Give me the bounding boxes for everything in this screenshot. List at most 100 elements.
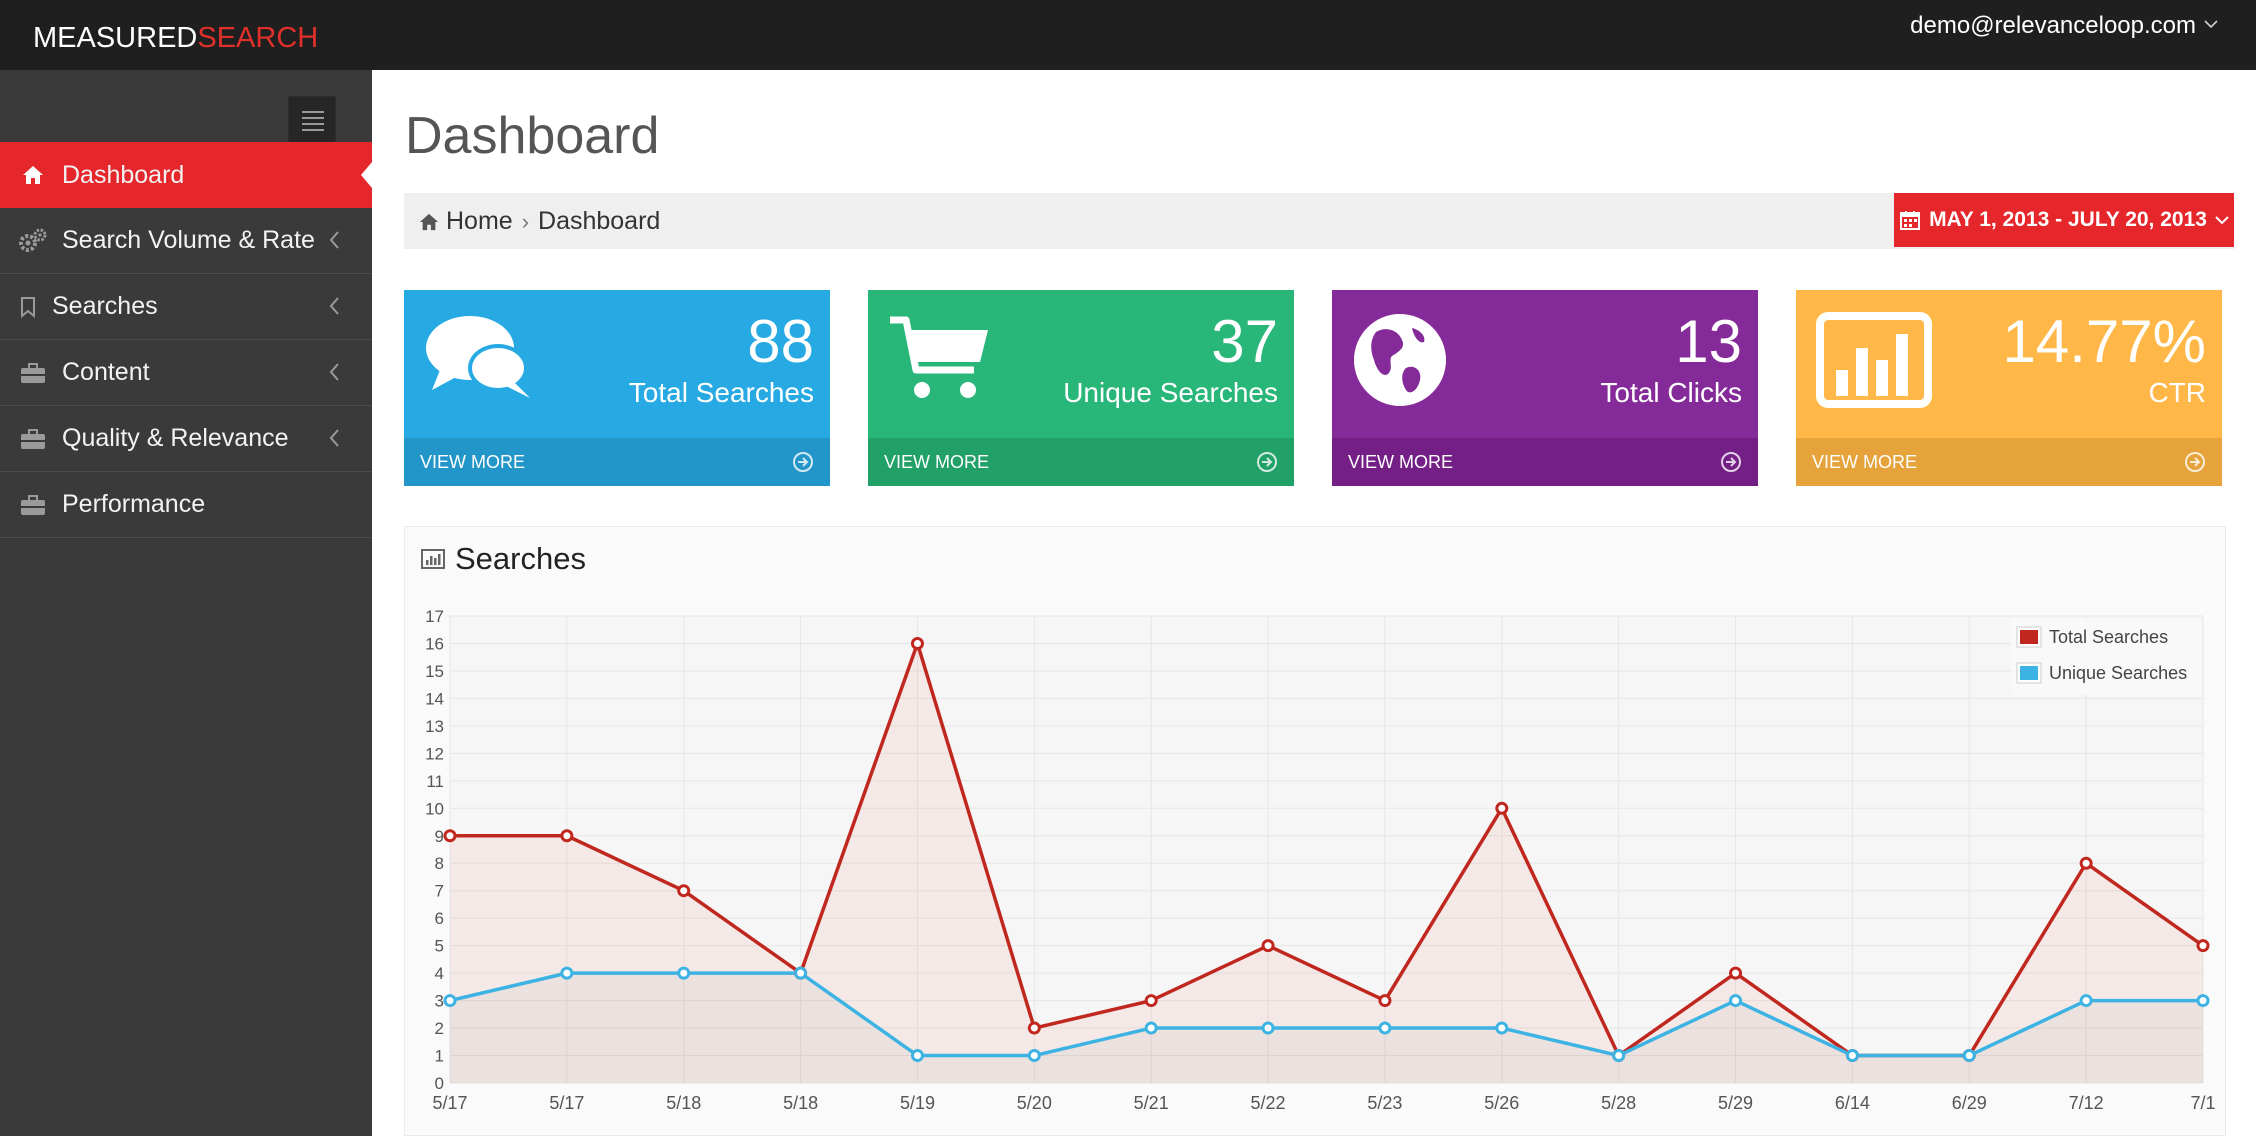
data-point [1729,966,1743,980]
y-tick-label: 11 [426,772,444,791]
y-tick-label: 14 [425,689,444,708]
breadcrumb-separator: › [521,208,530,234]
brand-logo[interactable]: MEASUREDSEARCH [33,22,318,55]
briefcase-icon [0,428,62,450]
series-area [450,643,2203,1083]
data-point [1144,1021,1158,1035]
y-tick-label: 13 [425,717,444,736]
tile-label: Unique Searches [1063,377,1278,408]
data-point [677,884,691,898]
circle-arrow-right-icon [1257,452,1277,472]
comments-icon [426,316,530,398]
sidebar-item-search-volume[interactable]: Search Volume & Rate [0,208,372,274]
sidebar-item-content[interactable]: Content [0,340,372,406]
sidebar-item-searches[interactable]: Searches [0,274,372,340]
data-point [677,966,691,980]
view-more-link[interactable]: VIEW MORE [1796,438,2222,486]
data-point [1378,1021,1392,1035]
date-range-picker[interactable]: MAY 1, 2013 - JULY 20, 2013 [1894,193,2234,247]
user-menu[interactable]: demo@relevanceloop.com [1910,12,2218,40]
sidebar-item-label: Dashboard [62,160,185,189]
breadcrumb-home-link[interactable]: Home [446,207,513,235]
bar-chart-icon [421,549,445,569]
data-point [443,829,457,843]
data-point [910,1049,924,1063]
y-tick-label: 1 [435,1047,444,1066]
data-point [1845,1049,1859,1063]
x-tick-label: 5/18 [783,1093,818,1113]
user-email: demo@relevanceloop.com [1910,12,2196,39]
circle-arrow-right-icon [1721,452,1741,472]
data-point [1027,1021,1041,1035]
y-tick-label: 6 [435,909,444,928]
sidebar-item-quality-relevance[interactable]: Quality & Relevance [0,406,372,472]
sidebar-toggle-button[interactable] [288,96,336,142]
sidebar-item-label: Quality & Relevance [62,424,289,452]
chart-title: Searches [455,541,586,576]
legend-box [2011,619,2201,695]
data-point [2079,994,2093,1008]
sidebar: Dashboard Search Volume & Rate Searches [0,70,372,1136]
chevron-left-icon [329,429,339,447]
x-tick-label: 5/17 [432,1093,467,1113]
data-point [1261,939,1275,953]
view-more-label: VIEW MORE [884,451,990,472]
shopping-cart-icon [890,316,988,398]
stat-tile-ctr: 14.77% CTR VIEW MORE [1796,290,2222,486]
breadcrumb: Home › Dashboard [418,207,660,236]
legend-swatch [2020,666,2038,680]
view-more-label: VIEW MORE [1812,451,1918,472]
data-point [1495,1021,1509,1035]
data-point [2196,939,2210,953]
x-tick-label: 5/23 [1367,1093,1402,1113]
data-point [560,829,574,843]
circle-arrow-right-icon [793,452,813,472]
tile-value: 37 [1211,308,1278,375]
data-point [794,966,808,980]
tile-label: Total Searches [628,377,814,408]
stat-tile-total-clicks: 13 Total Clicks VIEW MORE [1332,290,1758,486]
x-tick-label: 7/1 [2190,1093,2215,1113]
x-tick-label: 6/29 [1952,1093,1987,1113]
chart-panel-header: Searches [421,541,586,577]
briefcase-icon [0,362,62,384]
tile-label: Total Clicks [1600,377,1742,408]
chevron-left-icon [329,363,339,381]
y-tick-label: 8 [435,854,444,873]
home-icon [419,213,439,230]
plot-area [450,616,2203,1083]
brand-name-part2: SEARCH [197,22,319,54]
view-more-label: VIEW MORE [420,451,526,472]
y-tick-label: 12 [425,744,444,763]
y-tick-label: 0 [435,1074,444,1093]
x-tick-label: 7/12 [2069,1093,2104,1113]
data-point [1027,1049,1041,1063]
x-tick-label: 5/22 [1251,1093,1286,1113]
chevron-left-icon [329,297,339,315]
y-tick-label: 7 [435,882,444,901]
stat-tile-unique-searches: 37 Unique Searches VIEW MORE [868,290,1294,486]
view-more-label: VIEW MORE [1348,451,1454,472]
gears-icon [0,228,62,254]
sidebar-item-performance[interactable]: Performance [0,472,372,538]
data-point [1962,1049,1976,1063]
data-point [1495,801,1509,815]
data-point [1261,1021,1275,1035]
series-line [449,971,2203,1058]
x-tick-label: 5/29 [1718,1093,1753,1113]
view-more-link[interactable]: VIEW MORE [868,438,1294,486]
y-tick-label: 17 [425,607,444,626]
x-tick-label: 5/17 [549,1093,584,1113]
calendar-icon [1900,211,1921,230]
y-tick-label: 16 [425,634,444,653]
tile-value: 14.77% [2002,308,2207,375]
x-tick-label: 5/19 [900,1093,935,1113]
view-more-link[interactable]: VIEW MORE [1332,438,1758,486]
breadcrumb-current: Dashboard [538,207,661,235]
sidebar-item-dashboard[interactable]: Dashboard [0,142,372,208]
home-icon [0,164,62,186]
view-more-link[interactable]: VIEW MORE [404,438,830,486]
brand-name-part1: MEASURED [33,22,198,54]
globe-icon [1354,314,1446,406]
